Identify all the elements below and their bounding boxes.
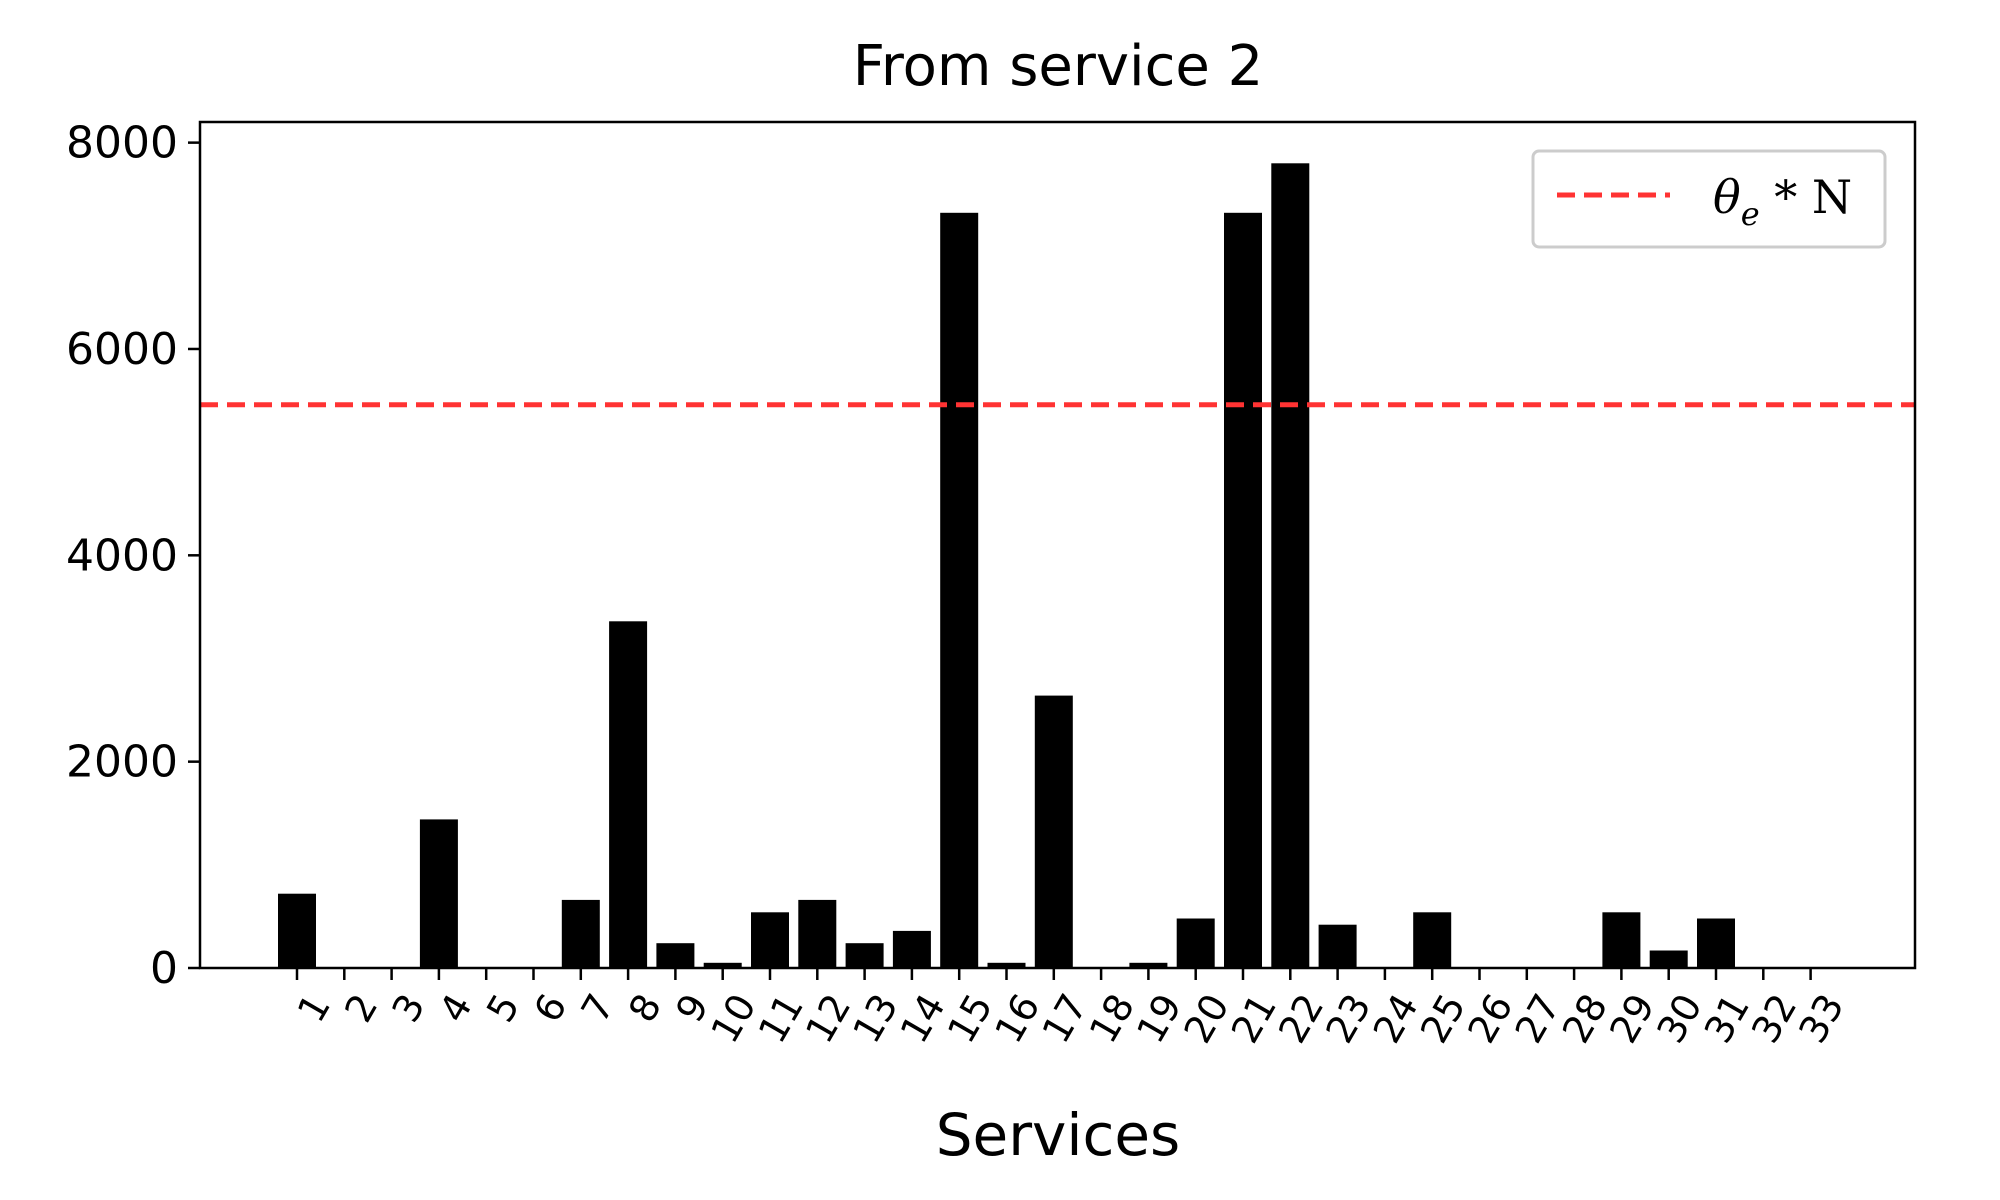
plot-frame	[198, 120, 1917, 970]
bar-30	[1649, 950, 1688, 968]
bar-20	[1176, 918, 1215, 968]
bar-13	[845, 943, 884, 968]
y-tick-label: 0	[150, 943, 178, 994]
x-axis-label: Services	[936, 1101, 1181, 1169]
y-tick-label: 8000	[66, 118, 178, 169]
bar-8	[609, 621, 648, 968]
bars-group	[278, 163, 1735, 969]
y-tick-label: 4000	[66, 530, 178, 581]
bar-1	[278, 893, 316, 968]
x-tick-label: 7	[573, 987, 623, 1030]
bar-21	[1224, 212, 1262, 969]
bar-9	[656, 943, 695, 968]
bar-19	[1129, 962, 1168, 968]
bar-12	[798, 899, 837, 968]
bar-7	[561, 899, 600, 968]
bar-29	[1602, 912, 1641, 968]
x-tick-label: 1	[289, 987, 339, 1030]
bar-31	[1697, 918, 1735, 968]
x-tick-label: 4	[431, 987, 481, 1030]
legend-threshold-label: θe * N	[1713, 170, 1852, 233]
y-tick-label: 6000	[66, 324, 178, 375]
legend: θe * N	[1531, 149, 1887, 249]
bar-15	[940, 212, 979, 969]
x-tick-label: 33	[1790, 987, 1852, 1051]
x-tick-label: 6	[525, 987, 575, 1030]
y-tick-label: 2000	[66, 737, 178, 788]
legend-box	[1531, 149, 1887, 249]
bar-14	[892, 930, 931, 968]
x-tick-label: 3	[383, 987, 433, 1030]
bar-22	[1271, 163, 1310, 969]
bar-16	[987, 962, 1026, 968]
x-axis: 1234567891011121314151617181920212223242…	[289, 968, 1853, 1050]
bar-17	[1034, 695, 1073, 968]
x-tick-label: 2	[336, 987, 386, 1030]
bar-23	[1318, 924, 1357, 968]
bar-25	[1413, 912, 1452, 968]
y-axis: 0 2000 4000 6000 8000	[66, 118, 200, 994]
x-tick-label: 8	[620, 987, 670, 1030]
x-tick-label: 5	[478, 987, 528, 1030]
bar-11	[751, 912, 789, 968]
bar-4	[419, 819, 458, 968]
bar-10	[703, 962, 742, 968]
chart-title: From service 2	[853, 34, 1264, 99]
